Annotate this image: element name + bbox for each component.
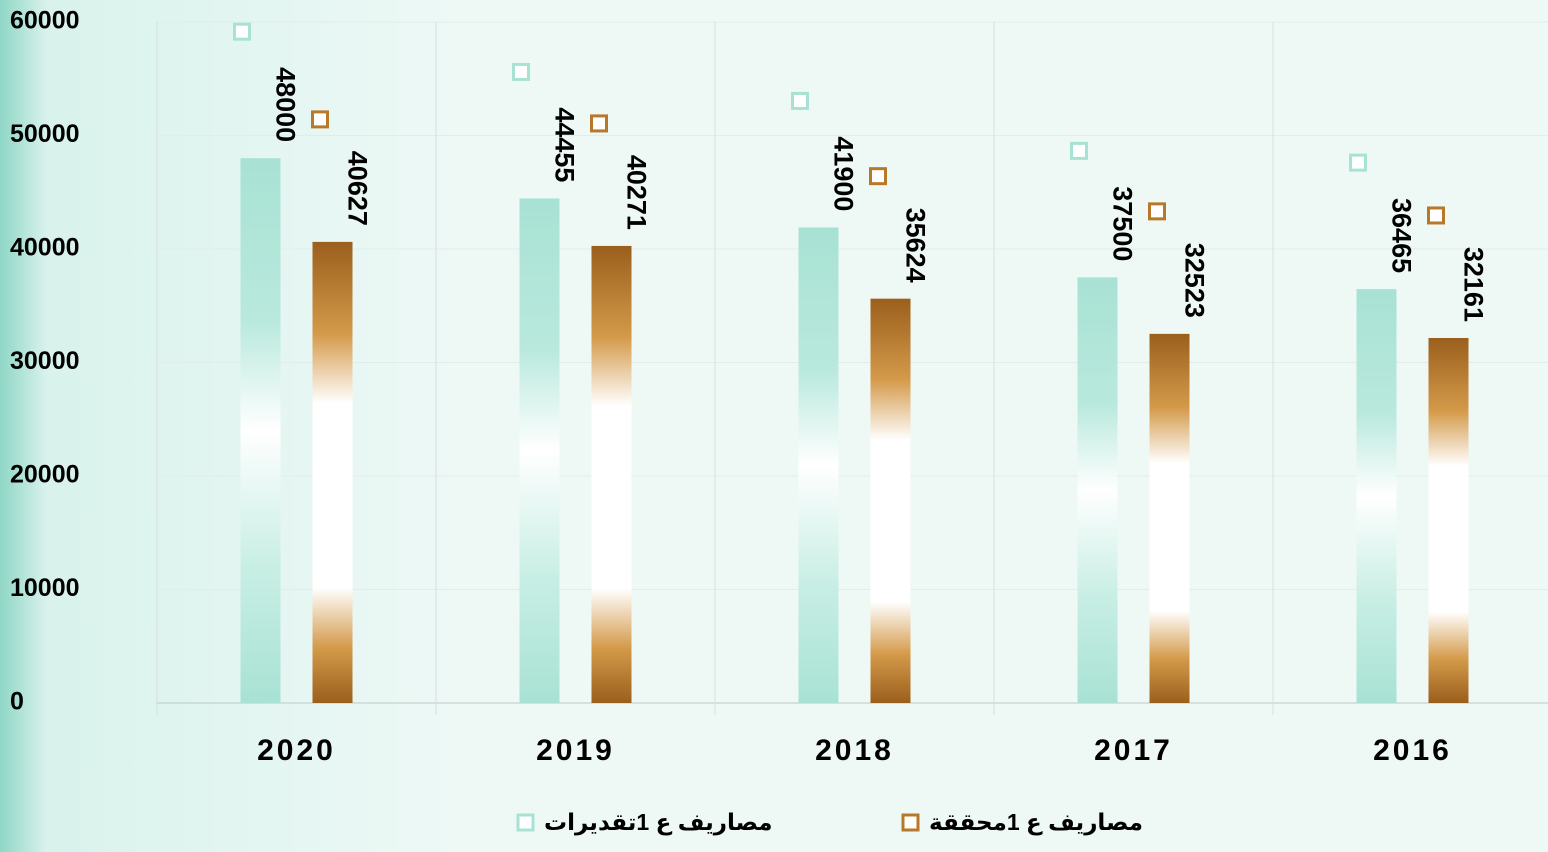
y-tick-label: 20000 [10,461,80,489]
value-label: 44455 [549,107,579,182]
bar [870,298,911,703]
bar [591,245,632,704]
value-label: 48000 [270,67,300,142]
value-label: 37500 [1107,186,1137,261]
y-tick-label: 60000 [10,7,80,35]
bar [519,198,560,704]
bar [798,227,839,703]
legend-key [901,813,920,832]
value-label: 40627 [342,151,372,226]
x-tick-label: 2017 [1094,734,1173,767]
x-tick-label: 2018 [815,734,894,767]
bar [1356,289,1397,703]
value-label: 40271 [621,155,651,230]
legend-key [516,813,535,832]
x-tick-label: 2020 [257,734,336,767]
y-tick-label: 50000 [10,120,80,148]
bar [1077,277,1118,703]
bar [1428,337,1469,703]
value-label: 41900 [828,136,858,211]
y-tick-label: 40000 [10,234,80,262]
bar [240,158,281,703]
x-tick-label: 2019 [536,734,615,767]
value-label: 36465 [1386,198,1416,273]
value-label: 32161 [1458,247,1488,322]
y-tick-label: 30000 [10,347,80,375]
label-key [1349,153,1367,172]
label-key [233,22,251,41]
label-key [1427,206,1445,225]
label-key [311,110,329,129]
legend-label: مصاريف ع 1تقديرات [544,809,773,836]
label-key [869,167,887,186]
legend-label: مصاريف ع 1محققة [929,809,1143,836]
bar [312,241,353,703]
value-label: 32523 [1179,243,1209,318]
x-tick-label: 2016 [1373,734,1452,767]
label-key [1070,141,1088,160]
value-label: 35624 [900,208,930,283]
label-key [791,91,809,110]
label-key [590,114,608,133]
label-key [1148,202,1166,221]
y-tick-label: 0 [10,688,24,716]
bar [1149,333,1190,703]
y-tick-label: 10000 [10,574,80,602]
label-key [512,62,530,81]
